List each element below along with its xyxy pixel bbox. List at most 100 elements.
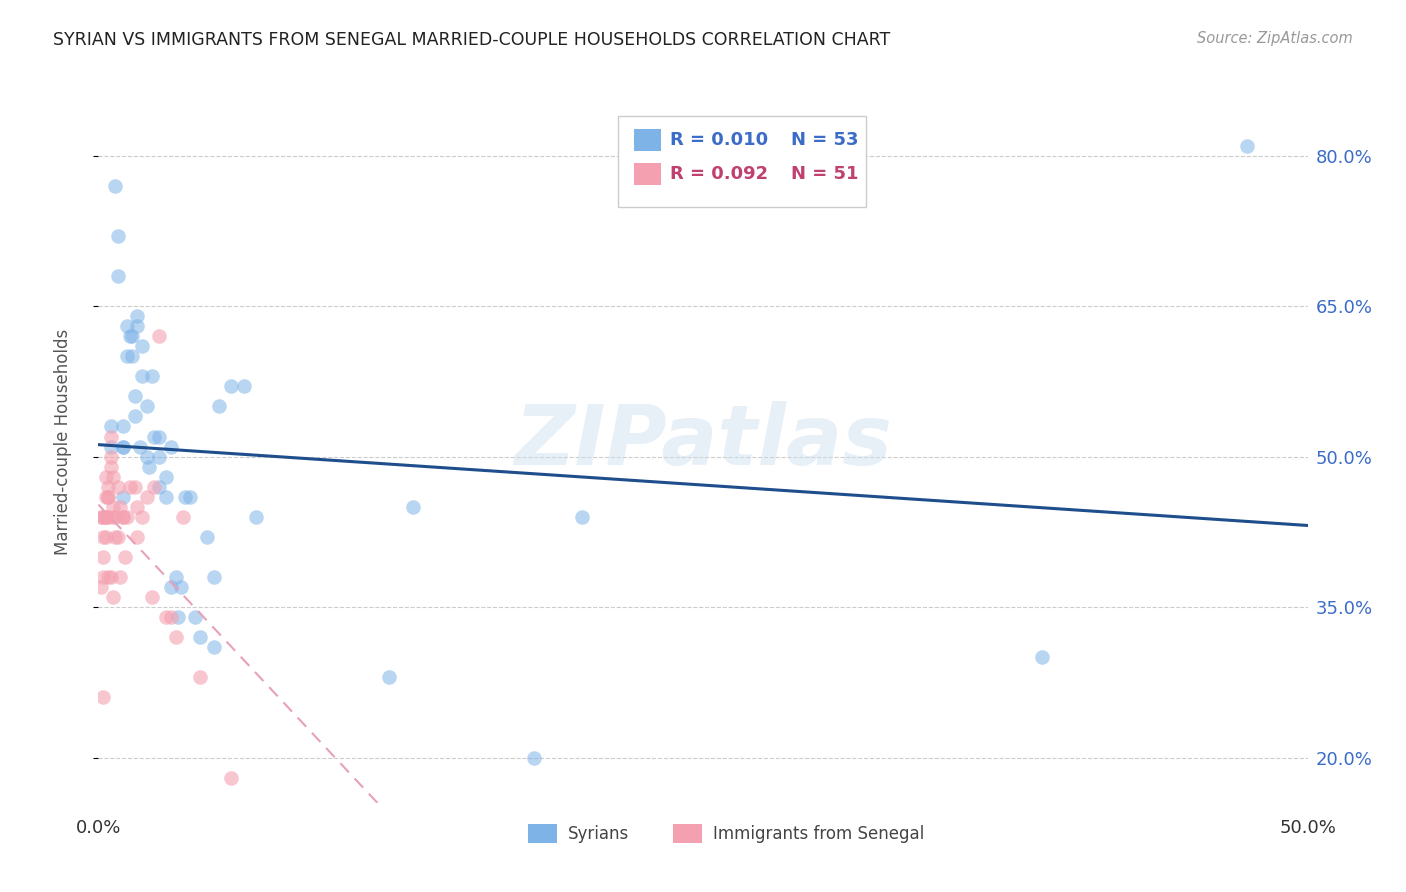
Point	[195, 530, 218, 544]
Point	[167, 610, 190, 624]
FancyBboxPatch shape	[619, 117, 866, 207]
Point	[100, 459, 122, 474]
Text: Source: ZipAtlas.com: Source: ZipAtlas.com	[1197, 31, 1353, 46]
Point	[114, 549, 136, 564]
Point	[131, 369, 153, 384]
Point	[155, 490, 177, 504]
Point	[104, 509, 127, 524]
Point	[135, 490, 157, 504]
Point	[124, 480, 146, 494]
Point	[108, 500, 131, 514]
Point	[377, 670, 399, 684]
Point	[117, 349, 139, 363]
Point	[107, 228, 129, 243]
Point	[184, 610, 207, 624]
Point	[117, 319, 139, 334]
Point	[221, 771, 243, 785]
Point	[91, 530, 114, 544]
Point	[160, 440, 183, 454]
Point	[179, 490, 201, 504]
Y-axis label: Married-couple Households: Married-couple Households	[53, 328, 72, 555]
Point	[111, 509, 134, 524]
Text: R = 0.092: R = 0.092	[671, 165, 769, 183]
Point	[90, 509, 112, 524]
Point	[148, 329, 170, 343]
Point	[135, 450, 157, 464]
Point	[97, 570, 120, 584]
Point	[135, 400, 157, 414]
Point	[131, 339, 153, 353]
Point	[111, 440, 134, 454]
Point	[91, 509, 114, 524]
Point	[127, 319, 149, 334]
Point	[97, 509, 120, 524]
Point	[107, 480, 129, 494]
Point	[188, 630, 211, 644]
Point	[97, 480, 120, 494]
Point	[127, 530, 149, 544]
Point	[160, 580, 183, 594]
Point	[165, 630, 187, 644]
Point	[127, 309, 149, 323]
Bar	[634, 163, 661, 185]
Point	[221, 379, 243, 393]
Point	[118, 480, 141, 494]
Point	[172, 509, 194, 524]
Point	[101, 509, 124, 524]
Point	[1031, 650, 1053, 665]
Bar	[672, 824, 702, 843]
Point	[402, 500, 425, 514]
Point	[101, 469, 124, 483]
Point	[90, 580, 112, 594]
Point	[204, 640, 226, 655]
Point	[169, 580, 191, 594]
Point	[111, 509, 134, 524]
Point	[148, 450, 170, 464]
Point	[165, 570, 187, 584]
Point	[91, 509, 114, 524]
Point	[143, 480, 166, 494]
Point	[94, 530, 117, 544]
Point	[141, 369, 163, 384]
Point	[101, 590, 124, 604]
Bar	[634, 129, 661, 151]
Point	[571, 509, 593, 524]
Point	[100, 450, 122, 464]
Point	[108, 570, 131, 584]
Point	[117, 509, 139, 524]
Point	[124, 409, 146, 424]
Point	[141, 590, 163, 604]
Point	[97, 490, 120, 504]
Text: Immigrants from Senegal: Immigrants from Senegal	[713, 825, 924, 843]
Point	[188, 670, 211, 684]
Point	[148, 429, 170, 443]
Point	[91, 570, 114, 584]
Point	[94, 509, 117, 524]
Point	[121, 349, 143, 363]
Point	[100, 429, 122, 443]
Point	[104, 178, 127, 193]
Point	[131, 509, 153, 524]
Point	[124, 389, 146, 403]
Point	[143, 429, 166, 443]
Point	[523, 750, 546, 764]
Text: N = 53: N = 53	[792, 131, 859, 149]
Point	[111, 440, 134, 454]
Point	[204, 570, 226, 584]
Bar	[527, 824, 557, 843]
Text: ZIPatlas: ZIPatlas	[515, 401, 891, 482]
Text: N = 51: N = 51	[792, 165, 859, 183]
Point	[148, 480, 170, 494]
Point	[111, 490, 134, 504]
Text: R = 0.010: R = 0.010	[671, 131, 769, 149]
Point	[1236, 138, 1258, 153]
Point	[101, 500, 124, 514]
Point	[94, 469, 117, 483]
Point	[138, 459, 160, 474]
Point	[160, 610, 183, 624]
Point	[121, 329, 143, 343]
Text: SYRIAN VS IMMIGRANTS FROM SENEGAL MARRIED-COUPLE HOUSEHOLDS CORRELATION CHART: SYRIAN VS IMMIGRANTS FROM SENEGAL MARRIE…	[53, 31, 890, 49]
Point	[91, 549, 114, 564]
Point	[232, 379, 254, 393]
Text: Syrians: Syrians	[568, 825, 628, 843]
